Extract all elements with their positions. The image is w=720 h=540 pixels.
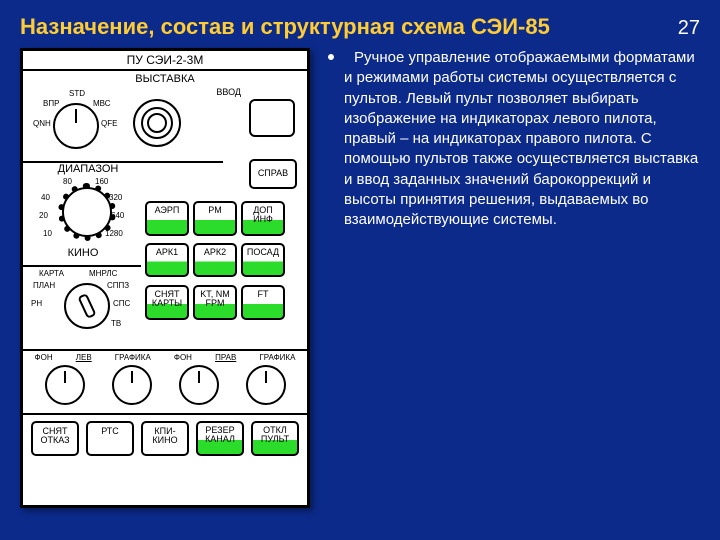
btn-ark1[interactable]: АРК1 [145,243,189,277]
btn-kpi-kino[interactable]: КПИ- КИНО [141,421,189,456]
lbl-grafika-l: ГРАФИКА [115,353,151,362]
range-knob[interactable] [62,187,112,237]
lbl-lev: ЛЕВ [76,353,92,362]
btn-snyat-otkaz[interactable]: СНЯТ ОТКАЗ [31,421,79,456]
page-number: 27 [678,17,700,40]
btn-aerp[interactable]: АЭРП [145,201,189,236]
vvod-button[interactable] [249,99,295,137]
tick-tv: ТВ [111,319,121,328]
tick-qnh: QNH [33,119,51,128]
knob-grafika-l[interactable] [112,365,152,405]
slide-title: Назначение, состав и структурная схема С… [20,14,550,40]
lbl-fon-l: ФОН [35,353,53,362]
tick-40: 40 [41,193,50,202]
tick-plan: ПЛАН [33,281,55,290]
tick-qfe: QFE [101,119,117,128]
tick-std: STD [69,89,85,98]
vvod-label: ВВОД [216,87,241,97]
tick-80: 80 [63,177,72,186]
rotary-knob-1[interactable] [53,103,99,149]
tick-vpr: ВПР [43,99,59,108]
rotary3-area: КАРТА МНРЛС ПЛАН СППЗ РН СПС ТВ [33,269,141,349]
knob-fon-l[interactable] [45,365,85,405]
sprav-button[interactable]: СПРАВ [249,159,297,189]
range-area: 80 160 40 320 20 640 10 1280 [39,177,135,257]
tick-sppz: СППЗ [107,281,129,290]
tick-10: 10 [43,229,52,238]
rotary3-knob[interactable] [64,283,110,329]
btn-posad[interactable]: ПОСАД [241,243,285,277]
content: ПУ СЭИ-2-3М ВЫСТАВКА ВВОД STD ВПР МВС QN… [20,48,700,508]
section-diapazon: ДИАПАЗОН [23,163,153,175]
body-text: Ручное управление отображаемыми форматам… [344,48,700,230]
btn-otkl-pult[interactable]: ОТКЛ ПУЛЬТ [251,421,299,456]
section-vystavka: ВЫСТАВКА [23,73,307,85]
knob-fon-r[interactable] [179,365,219,405]
panel-header: ПУ СЭИ-2-3М [23,51,307,67]
btn-ark2[interactable]: АРК2 [193,243,237,277]
kino-label: КИНО [23,247,143,259]
tick-mnrls: МНРЛС [89,269,117,278]
slide: Назначение, состав и структурная схема С… [0,0,720,518]
lbl-grafika-r: ГРАФИКА [259,353,295,362]
tick-rn: РН [31,299,42,308]
control-panel: ПУ СЭИ-2-3М ВЫСТАВКА ВВОД STD ВПР МВС QN… [20,48,310,508]
swirl-knob[interactable] [133,99,181,147]
tick-karta: КАРТА [39,269,64,278]
tick-20: 20 [39,211,48,220]
btn-rts[interactable]: РТС [86,421,134,456]
lbl-fon-r: ФОН [174,353,192,362]
btn-rm[interactable]: РМ [193,201,237,236]
btn-rezerv[interactable]: РЕЗЕР КАНАЛ [196,421,244,456]
text-column: Ручное управление отображаемыми форматам… [328,48,700,508]
knob-grafika-r[interactable] [246,365,286,405]
btn-snyat-karty[interactable]: СНЯТ КАРТЫ [145,285,189,320]
title-row: Назначение, состав и структурная схема С… [20,14,700,40]
rotary1-area: STD ВПР МВС QNH QFE [41,91,111,151]
lbl-prav: ПРАВ [215,353,236,362]
tick-mvs: МВС [93,99,111,108]
btn-dopinf[interactable]: ДОП ИНФ [241,201,285,236]
btn-ktnm[interactable]: KT, NM FPM [193,285,237,320]
bullet-icon [328,54,334,60]
btn-ft[interactable]: FT [241,285,285,320]
tick-sps: СПС [113,299,130,308]
